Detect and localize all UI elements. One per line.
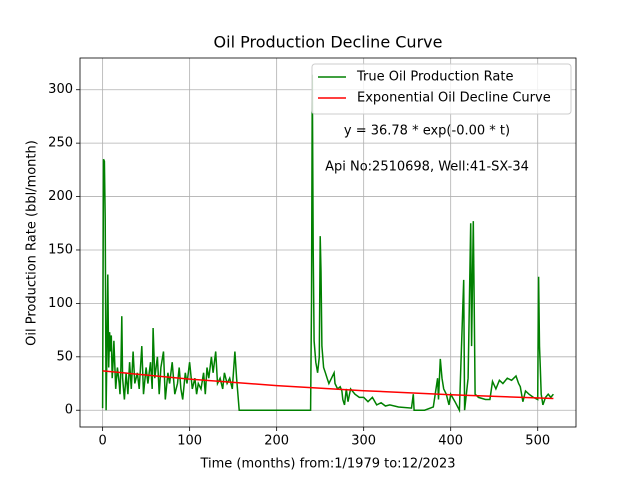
y-tick-label: 150 xyxy=(48,242,73,257)
y-tick-label: 200 xyxy=(48,189,73,204)
chart-title: Oil Production Decline Curve xyxy=(214,33,443,52)
legend-label: True Oil Production Rate xyxy=(356,70,513,85)
y-tick-label: 0 xyxy=(65,403,73,418)
x-axis-label: Time (months) from:1/1979 to:12/2023 xyxy=(199,457,455,472)
x-tick-label: 500 xyxy=(525,434,550,449)
x-tick-label: 300 xyxy=(351,434,376,449)
data-line xyxy=(102,370,554,400)
annotation: Api No:2510698, Well:41-SX-34 xyxy=(325,160,529,175)
legend-box xyxy=(311,63,572,115)
annotation: y = 36.78 * exp(-0.00 * t) xyxy=(344,124,510,139)
y-tick-label: 250 xyxy=(48,136,73,151)
x-tick-label: 100 xyxy=(177,434,202,449)
plot-frame xyxy=(79,57,577,428)
y-tick-label: 300 xyxy=(48,82,73,97)
data-line xyxy=(101,74,554,414)
x-tick-label: 200 xyxy=(264,434,289,449)
legend-label: Exponential Oil Decline Curve xyxy=(357,91,551,106)
x-tick-label: 400 xyxy=(438,434,463,449)
y-axis-label: Oil Production Rate (bbl/month) xyxy=(25,140,40,346)
y-tick-label: 50 xyxy=(56,349,73,364)
y-tick-label: 100 xyxy=(48,296,73,311)
x-tick-label: 0 xyxy=(98,434,106,449)
